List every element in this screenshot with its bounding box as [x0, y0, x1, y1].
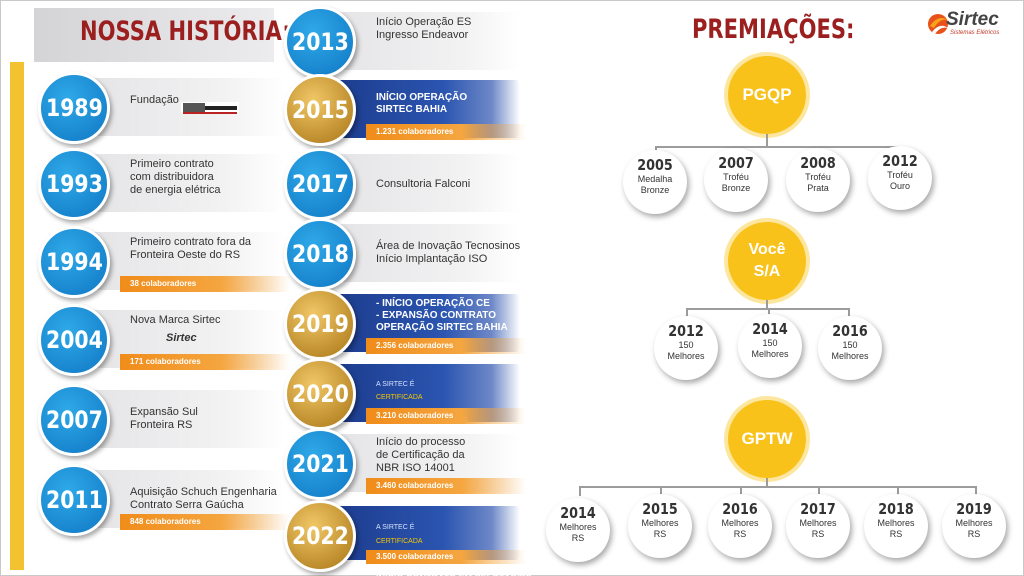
- connector: [579, 486, 581, 496]
- timeline-text: Fundação: [130, 94, 179, 106]
- timeline-text: INÍCIO OPERAÇÃO SIRTEC BAHIA: [376, 92, 468, 115]
- award-pgqp: PGQP: [728, 56, 806, 134]
- award-item: 2008 Troféu Prata: [786, 148, 850, 212]
- connector: [766, 300, 768, 310]
- connector: [848, 308, 850, 318]
- timeline-card: [330, 224, 520, 282]
- year-badge: 2017: [284, 148, 356, 220]
- timeline-item: 2011 Aquisição Schuch Engenharia Contrat…: [38, 464, 290, 536]
- award-item: 2016 Melhores RS: [708, 494, 772, 558]
- year-badge: 2021: [284, 428, 356, 500]
- timeline-item: 2017 Consultoria Falconi: [284, 148, 534, 220]
- year-badge: 1989: [38, 72, 110, 144]
- award-item: 2012 150 Melhores: [654, 316, 718, 380]
- timeline-text: Aquisição Schuch Engenharia Contrato Ser…: [130, 486, 277, 511]
- timeline-item: 2020 A SIRTEC É CERTIFICADA NBR ISO 9001…: [284, 358, 534, 439]
- cert-prefix: A SIRTEC É: [376, 381, 415, 388]
- employee-count: 38 colaboradores: [120, 276, 290, 292]
- employee-count: 3.210 colaboradores: [366, 408, 526, 424]
- brand-name: Sirtec: [946, 9, 999, 30]
- timeline-card: [84, 390, 284, 448]
- timeline-text: Expansão Sul Fronteira RS: [130, 406, 198, 431]
- connector: [818, 486, 820, 496]
- year-badge: 2007: [38, 384, 110, 456]
- connector: [655, 146, 901, 148]
- year-badge: 2015: [284, 74, 356, 146]
- connector: [766, 478, 768, 488]
- year-badge: 2020: [284, 358, 356, 430]
- award-item: 2012 Troféu Ouro: [868, 146, 932, 210]
- timeline-item: 2015 INÍCIO OPERAÇÃO SIRTEC BAHIA 1.231 …: [284, 74, 534, 146]
- connector: [740, 486, 742, 496]
- connector: [579, 486, 977, 488]
- year-badge: 2018: [284, 218, 356, 290]
- timeline-text: Início do processo de Certificação da NB…: [376, 436, 466, 474]
- timeline-card: [330, 12, 520, 70]
- timeline-item: 1993 Primeiro contrato com distribuidora…: [38, 148, 288, 220]
- employee-count: 3.460 colaboradores: [366, 478, 526, 494]
- awards-title: PREMIAÇÕES:: [692, 14, 855, 45]
- timeline-item: 1994 Primeiro contrato fora da Fronteira…: [38, 226, 290, 298]
- award-item: 2016 150 Melhores: [818, 316, 882, 380]
- timeline-accent-bar: [10, 62, 24, 570]
- award-item: 2005 Medalha Bronze: [623, 150, 687, 214]
- timeline-text: Primeiro contrato fora da Fronteira Oest…: [130, 236, 252, 261]
- brand-tagline: Sistemas Elétricos: [950, 30, 1000, 36]
- title-banner: [34, 8, 274, 62]
- connector: [766, 134, 768, 148]
- timeline-item: 2021 Início do processo de Certificação …: [284, 428, 534, 500]
- connector: [768, 308, 770, 318]
- timeline-text: - INÍCIO OPERAÇÃO CE - EXPANSÃO CONTRATO…: [376, 298, 508, 333]
- timeline-card: [330, 154, 520, 212]
- award-item: 2018 Melhores RS: [864, 494, 928, 558]
- sirtec-logo-icon: [928, 14, 948, 34]
- connector: [660, 486, 662, 496]
- connector: [975, 486, 977, 496]
- award-item: 2014 150 Melhores: [738, 314, 802, 378]
- cert-label: CERTIFICADA: [376, 538, 423, 545]
- timeline-item: 2019 - INÍCIO OPERAÇÃO CE - EXPANSÃO CON…: [284, 288, 534, 360]
- timeline-text: Primeiro contrato com distribuidora de e…: [130, 158, 221, 196]
- year-badge: 2019: [284, 288, 356, 360]
- employee-count: 171 colaboradores: [120, 354, 290, 370]
- timeline-text: A SIRTEC É CERTIFICADA NBR ISO 14001/201…: [376, 508, 532, 576]
- award-item: 2017 Melhores RS: [786, 494, 850, 558]
- cert-standards: NBR ISO 14001/2015 INÍCIO CONTRATO EM PE…: [376, 561, 532, 576]
- timeline-item: 2018 Área de Inovação Tecnosinos Início …: [284, 218, 534, 290]
- year-badge: 1993: [38, 148, 110, 220]
- timeline-item: 1989 Fundação: [38, 72, 288, 144]
- timeline-text: Área de Inovação Tecnosinos Início Impla…: [376, 240, 521, 265]
- award-item: 2019 Melhores RS: [942, 494, 1006, 558]
- connector: [686, 308, 688, 318]
- employee-count: 848 colaboradores: [120, 514, 290, 530]
- timeline-card: [84, 154, 284, 212]
- year-badge: 2022: [284, 500, 356, 572]
- award-item: 2007 Troféu Bronze: [704, 148, 768, 212]
- year-badge: 1994: [38, 226, 110, 298]
- year-badge: 2013: [284, 6, 356, 78]
- award-voce-sa: Você S/A: [728, 222, 806, 300]
- connector: [897, 486, 899, 496]
- old-sirtec-logo-icon: [181, 102, 239, 114]
- timeline-text: Início Operação ES Ingresso Endeavor: [376, 16, 472, 41]
- timeline-item: 2007 Expansão Sul Fronteira RS: [38, 384, 288, 456]
- timeline-item: 2022 A SIRTEC É CERTIFICADA NBR ISO 1400…: [284, 500, 534, 576]
- timeline-text: Consultoria Falconi: [376, 178, 471, 190]
- cert-label: CERTIFICADA: [376, 394, 423, 401]
- award-item: 2014 Melhores RS: [546, 498, 610, 562]
- timeline-text: Nova Marca Sirtec: [130, 314, 221, 326]
- sirtec-mini-logo: Sirtec: [166, 332, 197, 344]
- employee-count: 2.356 colaboradores: [366, 338, 526, 354]
- page-title: NOSSA HISTÓRIA:: [80, 16, 291, 47]
- timeline-item: 2013 Início Operação ES Ingresso Endeavo…: [284, 6, 534, 78]
- award-gptw: GPTW: [728, 400, 806, 478]
- award-item: 2015 Melhores RS: [628, 494, 692, 558]
- year-badge: 2004: [38, 304, 110, 376]
- employee-count: 3.500 colaboradores: [366, 550, 526, 564]
- employee-count: 1.231 colaboradores: [366, 124, 526, 140]
- year-badge: 2011: [38, 464, 110, 536]
- timeline-item: 2004 Nova Marca Sirtec Sirtec 171 colabo…: [38, 304, 290, 376]
- cert-prefix: A SIRTEC É: [376, 524, 415, 531]
